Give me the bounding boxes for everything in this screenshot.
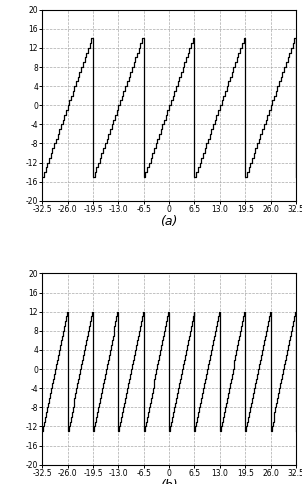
X-axis label: (a): (a) <box>160 215 178 228</box>
X-axis label: (b): (b) <box>160 479 178 484</box>
